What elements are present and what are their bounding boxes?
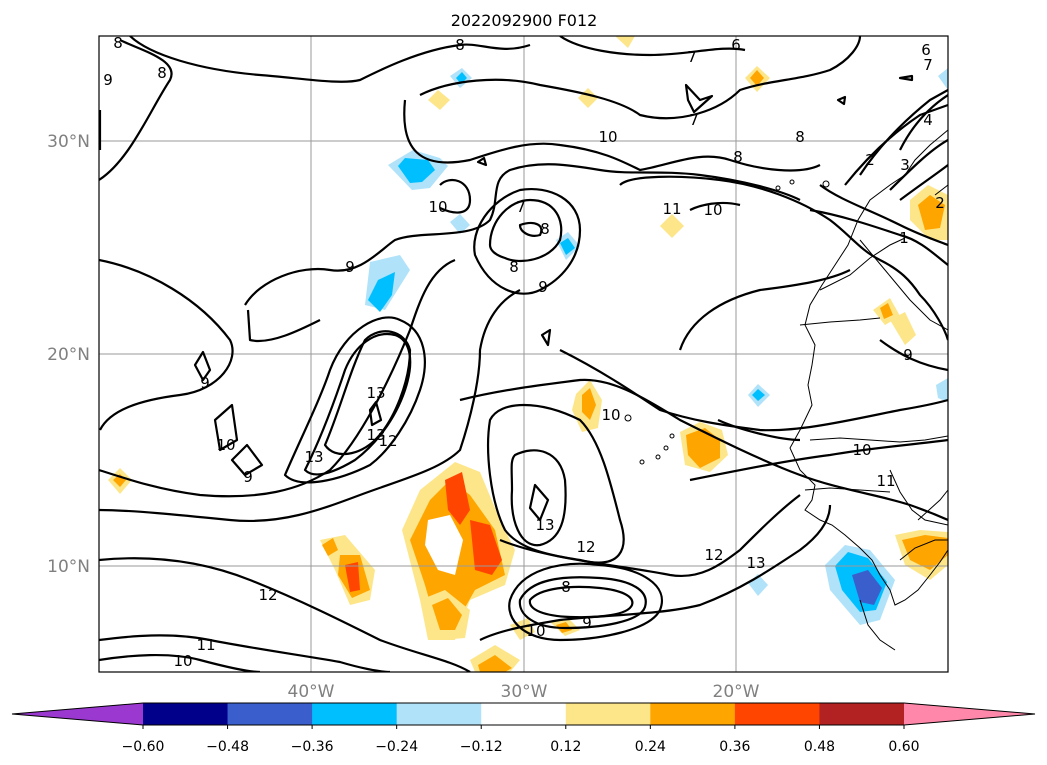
contour-label: 9 [103, 71, 113, 89]
contour-label: 10 [852, 441, 871, 459]
contour-label: 12 [576, 538, 595, 556]
colorbar-tick-label: −0.12 [460, 739, 503, 755]
colorbar-cell [650, 703, 736, 725]
colorbar-cell [312, 703, 398, 725]
colorbar-tick-label: 0.48 [804, 739, 835, 755]
contour-label: 2 [865, 151, 875, 169]
colorbar-tick-label: 0.60 [888, 739, 919, 755]
lon-label: 40°W [288, 682, 335, 702]
contour-label: 10 [173, 652, 192, 670]
contour-label: 12 [378, 432, 397, 450]
contour-label: 7 [687, 48, 697, 66]
coastlines [624, 129, 948, 651]
map-content: 8 8 9 8 6 7 6 7 7 10 8 8 10 7 8 10 11 10… [99, 34, 948, 672]
colorbar-tick-label: −0.24 [375, 739, 418, 755]
contour-label: 8 [509, 258, 519, 276]
contour-label: 3 [900, 156, 910, 174]
colorbar-extend-high [904, 703, 1035, 725]
positive-anomaly-patches [108, 36, 948, 672]
lat-label: 20°N [47, 345, 90, 365]
contour-label: 7 [923, 56, 933, 74]
colorbar-tick-label: 0.36 [719, 739, 750, 755]
contour-label: 10 [703, 201, 722, 219]
contour-label: 13 [366, 426, 385, 444]
contours [99, 36, 948, 672]
colorbar-cell [565, 703, 651, 725]
shaded-field [108, 36, 948, 672]
contour-label: 13 [746, 554, 765, 572]
contour-label: 2 [935, 194, 945, 212]
longitude-labels: 40°W 30°W 20°W [288, 682, 760, 702]
contour-label: 9 [903, 346, 913, 364]
lon-label: 30°W [501, 682, 548, 702]
contour-label: 9 [582, 614, 592, 632]
lat-label: 10°N [47, 557, 90, 577]
colorbar-cell [734, 703, 820, 725]
contour-label: 7 [689, 111, 699, 129]
contour-labels: 8 8 9 8 6 7 6 7 7 10 8 8 10 7 8 10 11 10… [103, 34, 945, 670]
contour-label: 12 [704, 546, 723, 564]
lon-label: 20°W [713, 682, 760, 702]
contour-label: 10 [526, 622, 545, 640]
contour-label: 13 [366, 384, 385, 402]
contour-label: 9 [200, 374, 210, 392]
colorbar: −0.60 −0.48 −0.36 −0.24 −0.12 0.12 0.24 0.36 0.4… [11, 702, 1036, 755]
latitude-labels: 30°N 20°N 10°N [47, 132, 90, 577]
colorbar-cell [481, 703, 567, 725]
contour-label: 13 [304, 448, 323, 466]
contour-label: 8 [157, 64, 167, 82]
contour-label: 10 [598, 128, 617, 146]
contour-label: 8 [455, 36, 465, 54]
negative-anomaly-patches [365, 68, 948, 625]
figure-title: 2022092900 F012 [451, 11, 598, 30]
contour-label: 8 [795, 128, 805, 146]
graticule [99, 36, 948, 672]
colorbar-cell [396, 703, 482, 725]
map-frame [98, 35, 949, 673]
contour-label: 8 [561, 578, 571, 596]
colorbar-tick-label: −0.60 [122, 739, 165, 755]
contour-label: 10 [601, 406, 620, 424]
contour-label: 11 [662, 200, 681, 218]
contour-label: 13 [535, 516, 554, 534]
contour-label: 6 [731, 36, 741, 54]
colorbar-tick-label: 0.24 [635, 739, 666, 755]
contour-label: 11 [876, 472, 895, 490]
contour-label: 8 [113, 34, 123, 52]
colorbar-cell [819, 703, 905, 725]
contour-label: 11 [196, 636, 215, 654]
contour-label: 8 [540, 220, 550, 238]
colorbar-extend-low [12, 703, 143, 725]
contour-label: 12 [258, 586, 277, 604]
contour-label: 9 [538, 278, 548, 296]
colorbar-cell [143, 703, 229, 725]
lat-label: 30°N [47, 132, 90, 152]
contour-label: 9 [243, 468, 253, 486]
contour-label: 6 [921, 41, 931, 59]
colorbar-tick-label: −0.36 [291, 739, 334, 755]
contour-label: 7 [516, 198, 526, 216]
contour-label: 8 [733, 148, 743, 166]
colorbar-tick-label: 0.12 [550, 739, 581, 755]
colorbar-tick-label: −0.48 [206, 739, 249, 755]
colorbar-cell [227, 703, 313, 725]
contour-label: 10 [428, 198, 447, 216]
contour-label: 4 [923, 111, 933, 129]
contour-label: 9 [345, 258, 355, 276]
contour-label: 1 [899, 229, 909, 247]
contour-label: 10 [216, 436, 235, 454]
